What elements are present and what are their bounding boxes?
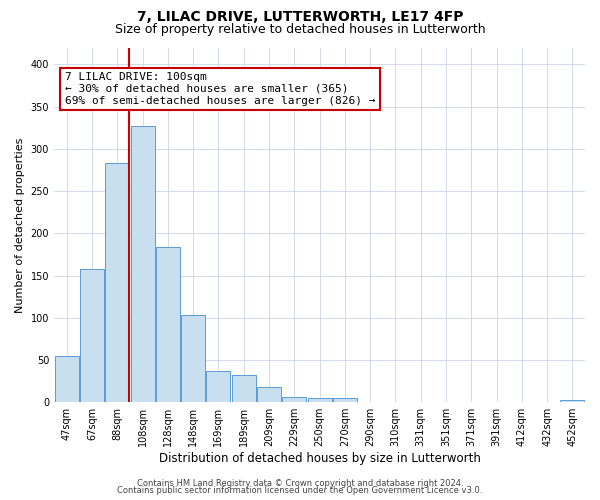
- Bar: [181, 315, 205, 402]
- Bar: [560, 400, 584, 402]
- Bar: [308, 398, 332, 402]
- Y-axis label: Number of detached properties: Number of detached properties: [15, 137, 25, 312]
- Text: Size of property relative to detached houses in Lutterworth: Size of property relative to detached ho…: [115, 22, 485, 36]
- Text: 7 LILAC DRIVE: 100sqm
← 30% of detached houses are smaller (365)
69% of semi-det: 7 LILAC DRIVE: 100sqm ← 30% of detached …: [65, 72, 375, 106]
- Bar: [156, 247, 180, 402]
- X-axis label: Distribution of detached houses by size in Lutterworth: Distribution of detached houses by size …: [158, 452, 481, 465]
- Bar: [55, 356, 79, 402]
- Bar: [333, 398, 357, 402]
- Text: Contains public sector information licensed under the Open Government Licence v3: Contains public sector information licen…: [118, 486, 482, 495]
- Bar: [282, 397, 306, 402]
- Bar: [206, 371, 230, 402]
- Bar: [232, 375, 256, 402]
- Bar: [80, 269, 104, 402]
- Text: 7, LILAC DRIVE, LUTTERWORTH, LE17 4FP: 7, LILAC DRIVE, LUTTERWORTH, LE17 4FP: [137, 10, 463, 24]
- Text: Contains HM Land Registry data © Crown copyright and database right 2024.: Contains HM Land Registry data © Crown c…: [137, 478, 463, 488]
- Bar: [131, 126, 155, 402]
- Bar: [257, 387, 281, 402]
- Bar: [105, 163, 129, 402]
